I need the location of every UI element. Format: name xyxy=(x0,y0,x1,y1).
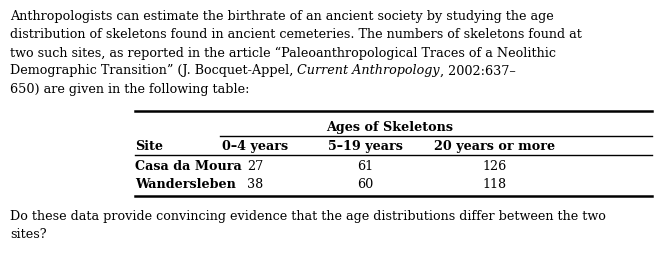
Text: Do these data provide convincing evidence that the age distributions differ betw: Do these data provide convincing evidenc… xyxy=(10,210,606,223)
Text: distribution of skeletons found in ancient cemeteries. The numbers of skeletons : distribution of skeletons found in ancie… xyxy=(10,28,582,41)
Text: 20 years or more: 20 years or more xyxy=(434,140,555,153)
Text: 60: 60 xyxy=(357,178,373,191)
Text: 126: 126 xyxy=(483,160,507,173)
Text: Ages of Skeletons: Ages of Skeletons xyxy=(326,121,453,134)
Text: , 2002:637–: , 2002:637– xyxy=(440,64,516,78)
Text: Anthropologists can estimate the birthrate of an ancient society by studying the: Anthropologists can estimate the birthra… xyxy=(10,10,553,23)
Text: 0–4 years: 0–4 years xyxy=(222,140,288,153)
Text: 650) are given in the following table:: 650) are given in the following table: xyxy=(10,83,250,96)
Text: 27: 27 xyxy=(247,160,263,173)
Text: Wandersleben: Wandersleben xyxy=(135,178,236,191)
Text: 61: 61 xyxy=(357,160,373,173)
Text: two such sites, as reported in the article “Paleoanthropological Traces of a Neo: two such sites, as reported in the artic… xyxy=(10,46,556,59)
Text: 5–19 years: 5–19 years xyxy=(328,140,402,153)
Text: Casa da Moura: Casa da Moura xyxy=(135,160,242,173)
Text: sites?: sites? xyxy=(10,228,46,241)
Text: 118: 118 xyxy=(483,178,507,191)
Text: Demographic Transition” (J. Bocquet-Appel,: Demographic Transition” (J. Bocquet-Appe… xyxy=(10,64,297,78)
Text: 38: 38 xyxy=(247,178,263,191)
Text: Site: Site xyxy=(135,140,163,153)
Text: Current Anthropology: Current Anthropology xyxy=(297,64,440,78)
